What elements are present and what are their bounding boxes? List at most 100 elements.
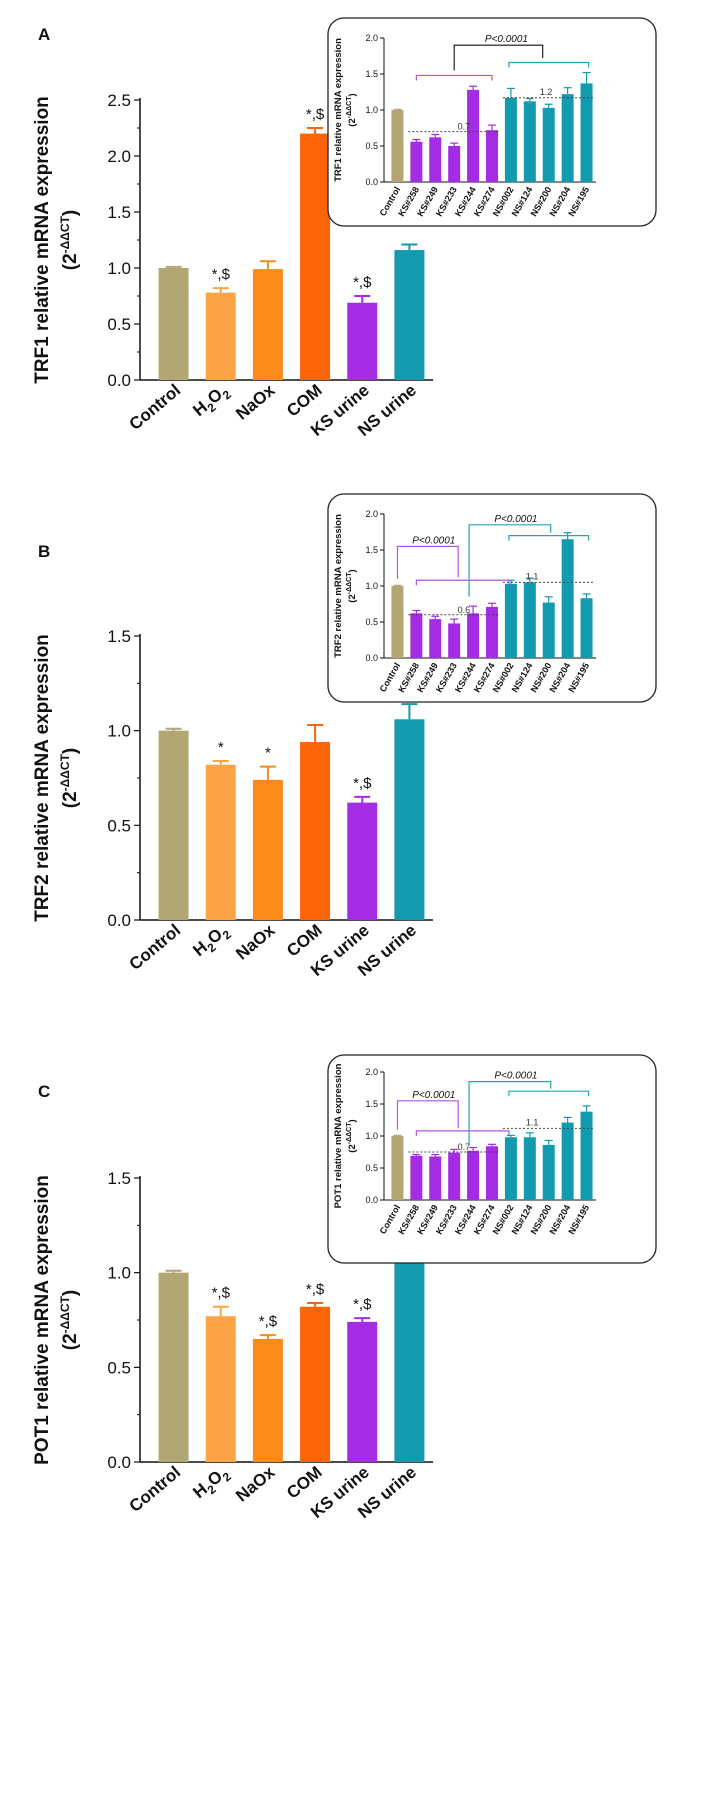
inset-bar xyxy=(467,89,480,182)
inset-bar xyxy=(523,101,536,182)
inset-bar xyxy=(448,1152,461,1200)
inset-chart: 0.0 0.5 1.0 1.5 2.0 TRF1 relative mRNA expres… xyxy=(327,17,657,227)
bar xyxy=(158,1272,189,1462)
p-bracket-control-ks xyxy=(396,545,459,579)
p-value-label-2: P<0.0001 xyxy=(494,1071,537,1082)
ks-mean-label: 0.7 xyxy=(458,122,471,132)
significance-mark: *,$ xyxy=(212,266,231,283)
ns-mean-label: 1.1 xyxy=(526,1117,539,1127)
significance-mark: *,$ xyxy=(353,274,372,291)
y-axis-label: TRF2 relative mRNA expression xyxy=(32,634,53,922)
inset-y-tick-label: 0.5 xyxy=(365,617,378,627)
p-bracket xyxy=(453,44,544,71)
unit-exponent: -ΔΔCT xyxy=(58,215,72,253)
p-value-label: P<0.0001 xyxy=(412,535,455,546)
ks-group-bracket xyxy=(415,74,493,81)
panel-label: B xyxy=(38,542,50,561)
unit-exponent: -ΔΔCT xyxy=(346,572,353,594)
y-axis-unit: (2-ΔΔCT) xyxy=(58,210,81,270)
inset-y-tick-label: 0.0 xyxy=(365,653,378,663)
x-category-label: NaOx xyxy=(232,920,279,963)
significance-mark: * xyxy=(218,739,224,756)
inset-y-tick-label: 2.0 xyxy=(365,33,378,43)
inset-bar xyxy=(467,1150,480,1200)
x-category-label: NaOx xyxy=(232,1462,279,1505)
inset-bar xyxy=(486,606,498,658)
inset-bar xyxy=(391,1136,404,1200)
unit-close: ) xyxy=(60,748,81,754)
significance-mark: *,$ xyxy=(306,106,325,123)
significance-mark: * xyxy=(265,745,271,762)
y-tick-label: 1.0 xyxy=(107,722,131,741)
unit-base: (2 xyxy=(60,791,81,808)
p-value-label: P<0.0001 xyxy=(485,34,528,45)
inset-y-tick-label: 1.5 xyxy=(365,69,378,79)
p-value-label: P<0.0001 xyxy=(412,1090,455,1101)
inset-bar xyxy=(580,1111,593,1200)
y-axis-unit: (2-ΔΔCT) xyxy=(58,748,81,808)
p-bracket-control-ns xyxy=(468,524,552,597)
inset-bar xyxy=(391,110,404,182)
inset-y-tick-label: 1.0 xyxy=(365,105,378,115)
bar xyxy=(394,719,425,920)
p-bracket-control-ks xyxy=(396,1100,459,1130)
bar xyxy=(300,1306,331,1462)
inset-y-tick-label: 1.5 xyxy=(365,1099,378,1109)
bar xyxy=(347,1321,378,1462)
x-category-label: H2O2 xyxy=(189,920,234,963)
significance-mark: *,$ xyxy=(212,1285,231,1302)
inset-bar xyxy=(486,130,498,182)
inset-y-axis-unit: (2-ΔΔCT) xyxy=(346,569,358,602)
ns-mean-label: 1.2 xyxy=(540,87,553,97)
inset-bar xyxy=(542,107,555,182)
unit-exponent: -ΔΔCT xyxy=(58,753,72,791)
x-category-label: NaOx xyxy=(232,380,279,423)
ns-group-bracket xyxy=(508,61,590,68)
inset-bar xyxy=(429,137,442,182)
bar xyxy=(394,250,425,380)
panel-c: C 0.0 0.5 1.0 1.5 POT1 relative mRNA expressi… xyxy=(32,1054,657,1522)
significance-mark: *,$ xyxy=(353,1296,372,1313)
unit-exponent: -ΔΔCT xyxy=(346,96,353,118)
inset-chart: 0.0 0.5 1.0 1.5 2.0 POT1 relative mRNA expres… xyxy=(327,1054,657,1264)
inset-bar xyxy=(429,1156,442,1200)
inset-bar xyxy=(448,146,461,182)
inset-bar xyxy=(580,598,593,658)
inset-bar xyxy=(504,97,517,182)
ks-mean-label: 0.6 xyxy=(458,605,471,615)
y-tick-label: 0.0 xyxy=(107,911,131,930)
unit-close: ) xyxy=(347,1119,358,1122)
unit-close: ) xyxy=(347,93,358,96)
inset-y-axis-label: POT1 relative mRNA expression xyxy=(333,1063,344,1208)
inset-bar xyxy=(542,1144,555,1200)
bar xyxy=(205,1316,236,1462)
inset-bar xyxy=(410,613,423,658)
bar xyxy=(158,730,189,920)
unit-close: ) xyxy=(60,210,81,216)
y-axis-unit: (2-ΔΔCT) xyxy=(58,1290,81,1350)
x-category-label: H2O2 xyxy=(189,1462,234,1505)
inset-bar xyxy=(486,1146,498,1200)
inset-chart: 0.0 0.5 1.0 1.5 2.0 TRF2 relative mRNA expres… xyxy=(327,493,657,703)
inset-y-tick-label: 1.0 xyxy=(365,1131,378,1141)
inset-bar xyxy=(542,602,555,658)
inset-bar xyxy=(561,539,574,658)
y-tick-label: 1.5 xyxy=(107,1169,131,1188)
unit-close: ) xyxy=(347,569,358,572)
x-category-label: Control xyxy=(126,921,185,974)
unit-base: (2 xyxy=(347,1144,358,1152)
bar xyxy=(252,269,283,380)
bar xyxy=(158,268,189,380)
ns-group-bracket xyxy=(508,534,590,541)
inset-bar xyxy=(429,619,442,658)
bar xyxy=(347,802,378,920)
x-category-label: Control xyxy=(126,381,185,434)
panel-label: A xyxy=(38,25,50,44)
significance-mark: *,$ xyxy=(259,1313,278,1330)
inset-bar xyxy=(523,1137,536,1200)
bar xyxy=(300,133,331,380)
y-tick-label: 0.0 xyxy=(107,1453,131,1472)
inset-bar xyxy=(523,582,536,658)
inset-bar xyxy=(504,583,517,658)
